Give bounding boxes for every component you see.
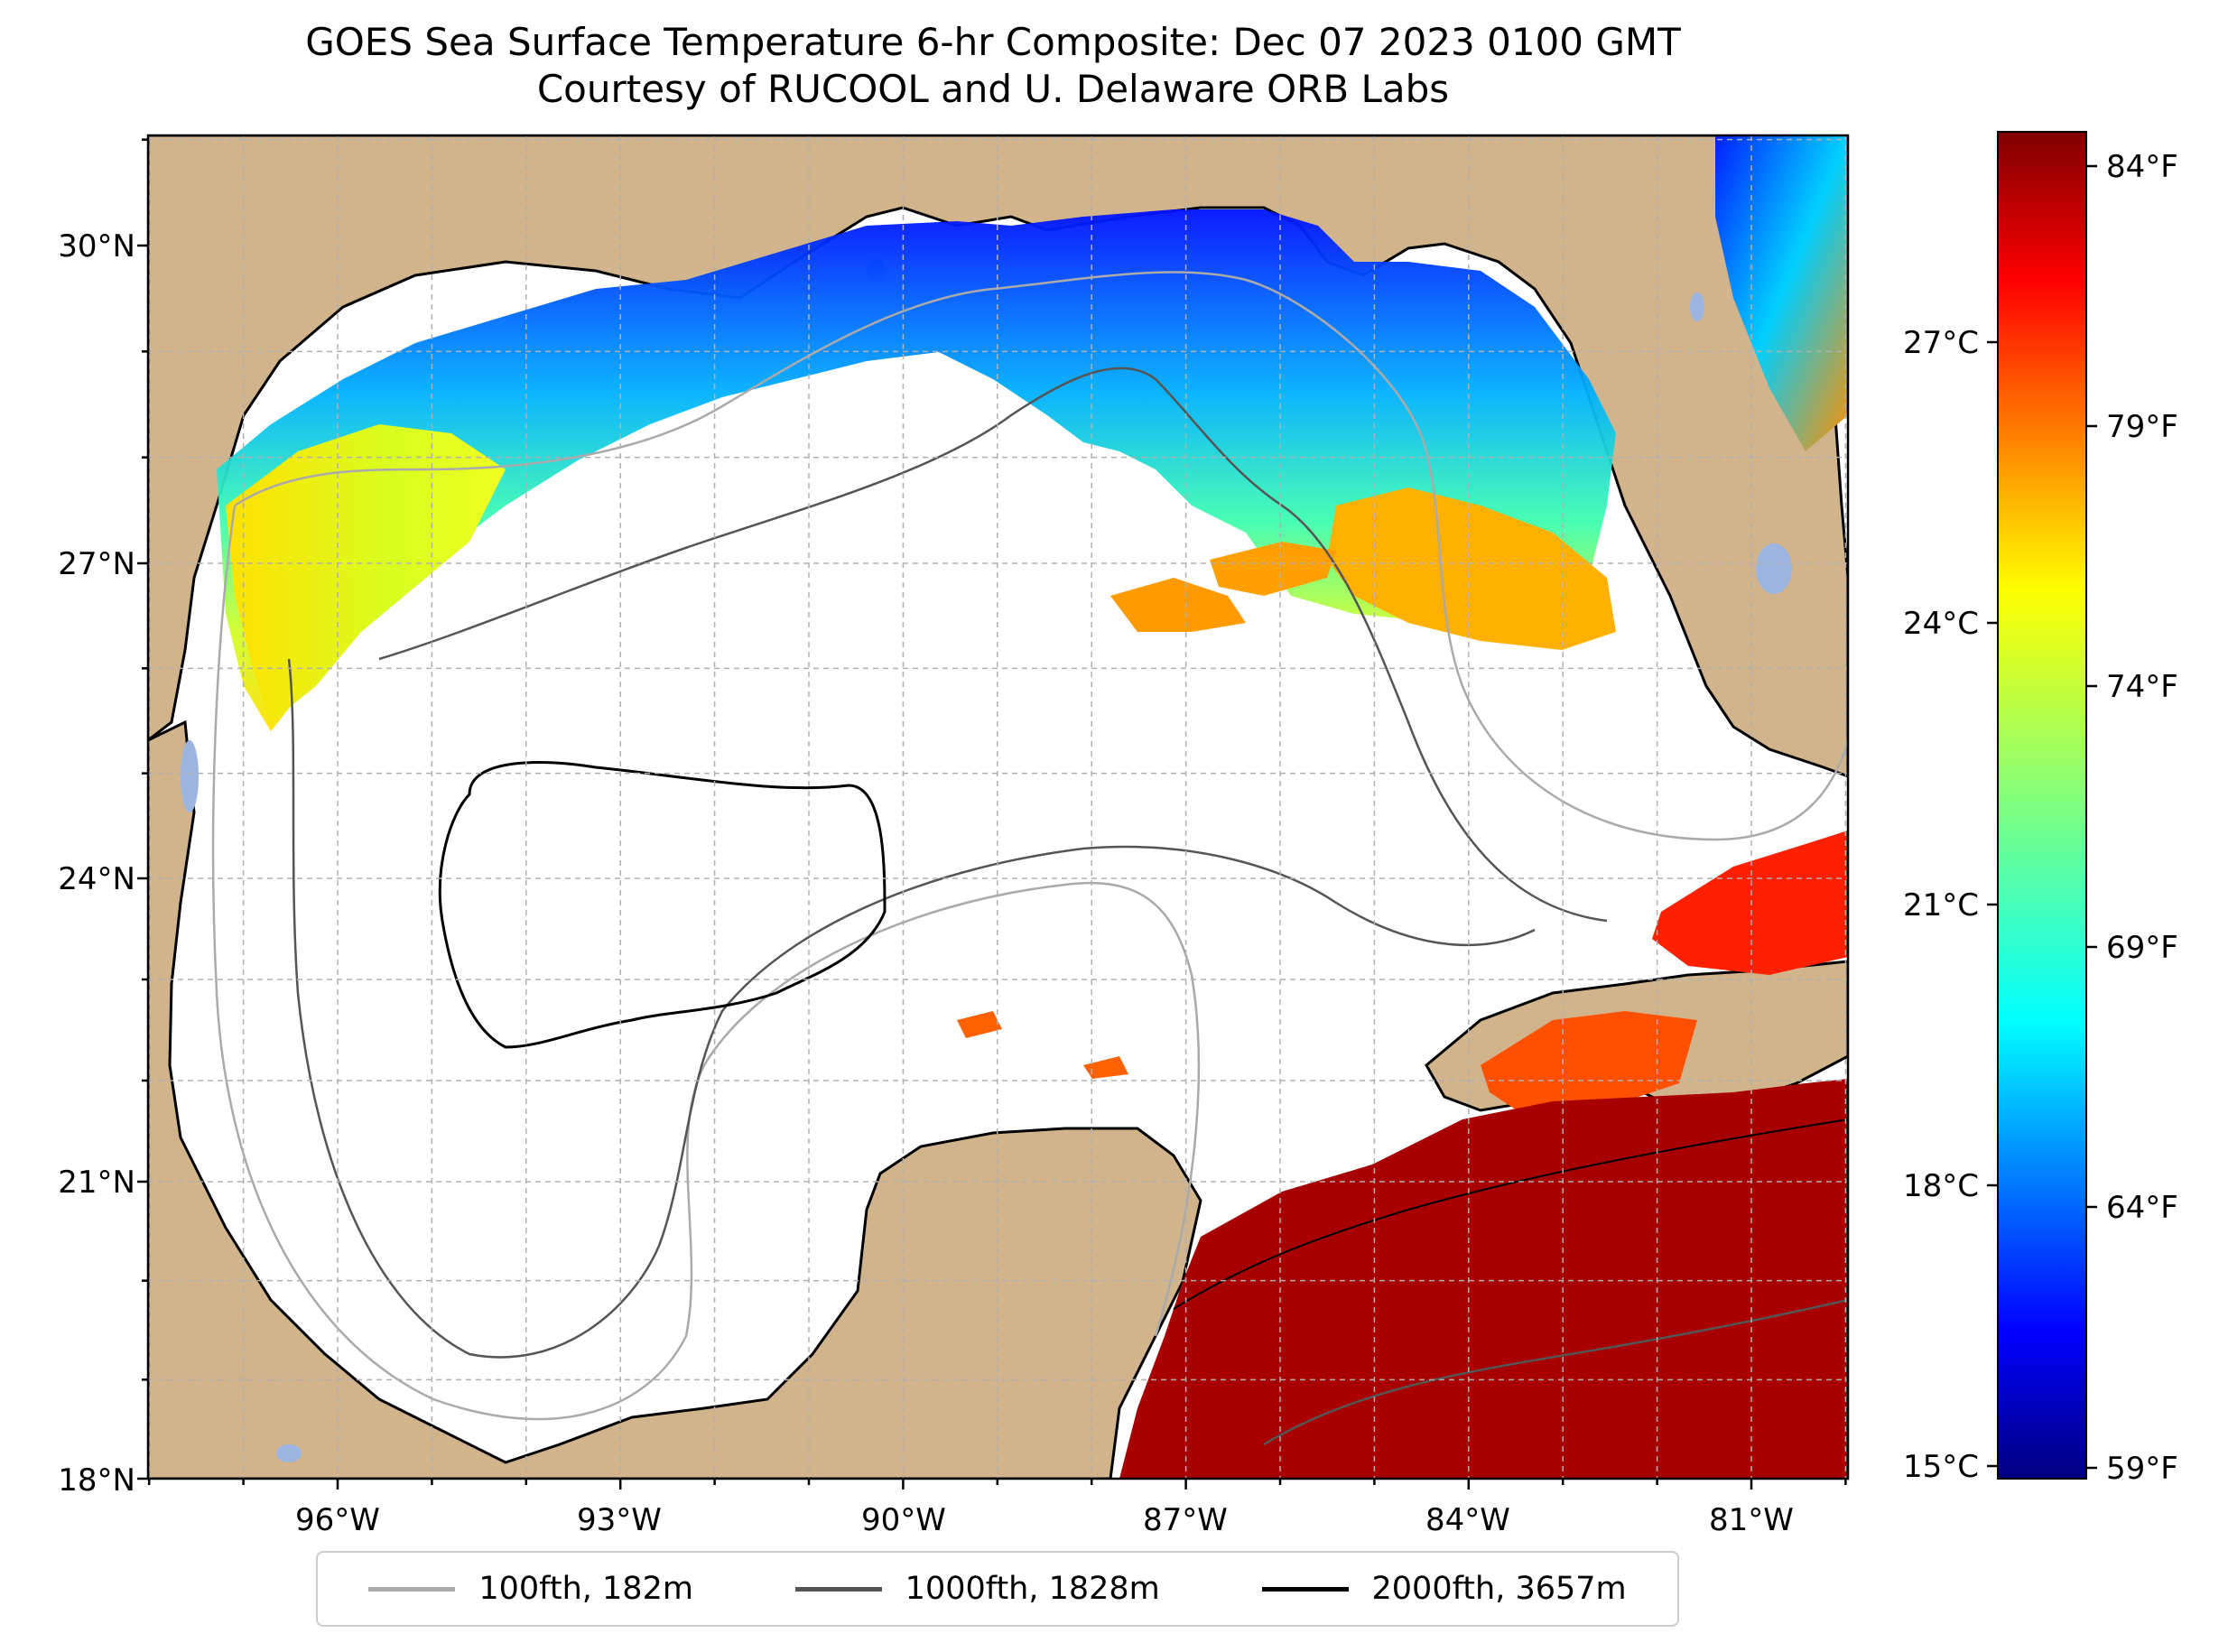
lat-label-27n: 27°N [58,546,135,582]
contour-legend: 100fth, 182m 1000fth, 1828m 2000fth, 365… [316,1551,1679,1627]
lat-label-18n: 18°N [58,1462,135,1499]
map-subtitle: Courtesy of RUCOOL and U. Delaware ORB L… [536,67,1450,111]
cbar-f-74: 74°F [2106,669,2178,705]
lon-label-90w: 90°W [861,1502,946,1538]
lon-label-93w: 93°W [577,1502,662,1538]
lon-label-87w: 87°W [1143,1502,1228,1538]
legend-line-1000fth [794,1586,882,1592]
legend-line-100fth [368,1586,456,1592]
cbar-c-18: 18°C [1903,1168,1979,1204]
cbar-c-24: 24°C [1903,606,1979,642]
sst-data-layer [217,135,1848,1479]
colorbar-ticks [1987,164,2097,1470]
cbar-c-27: 27°C [1903,325,1979,361]
cbar-f-69: 69°F [2106,930,2178,966]
lon-label-84w: 84°W [1425,1502,1510,1538]
map-title: GOES Sea Surface Temperature 6-hr Compos… [305,20,1681,64]
axis-labels: 30°N 27°N 24°N 21°N 18°N 96°W 93°W 90°W … [58,228,1794,1538]
legend-line-2000fth [1261,1586,1349,1592]
colorbar-labels: 27°C 24°C 21°C 18°C 15°C 84°F 79°F 74°F … [1903,149,2178,1487]
legend-label-1000fth: 1000fth, 1828m [905,1571,1160,1607]
cbar-f-79: 79°F [2106,409,2178,445]
bathymetry-contours [211,271,1848,1446]
lat-label-30n: 30°N [58,228,135,265]
legend-item-2000fth: 2000fth, 3657m [1261,1571,1627,1607]
axis-ticks [137,138,1847,1490]
cbar-c-21: 21°C [1903,887,1979,923]
lat-label-21n: 21°N [58,1165,135,1201]
legend-label-2000fth: 2000fth, 3657m [1371,1571,1627,1607]
cbar-f-84: 84°F [2106,149,2178,185]
lon-label-81w: 81°W [1709,1502,1794,1538]
legend-item-100fth: 100fth, 182m [368,1571,693,1607]
cbar-f-64: 64°F [2106,1190,2178,1226]
colorbar [1997,131,2087,1480]
legend-label-100fth: 100fth, 182m [478,1571,693,1607]
cbar-c-15: 15°C [1903,1449,1979,1485]
legend-item-1000fth: 1000fth, 1828m [794,1571,1160,1607]
cbar-f-59: 59°F [2106,1451,2178,1487]
lon-label-96w: 96°W [295,1502,380,1538]
lat-label-24n: 24°N [58,861,135,897]
